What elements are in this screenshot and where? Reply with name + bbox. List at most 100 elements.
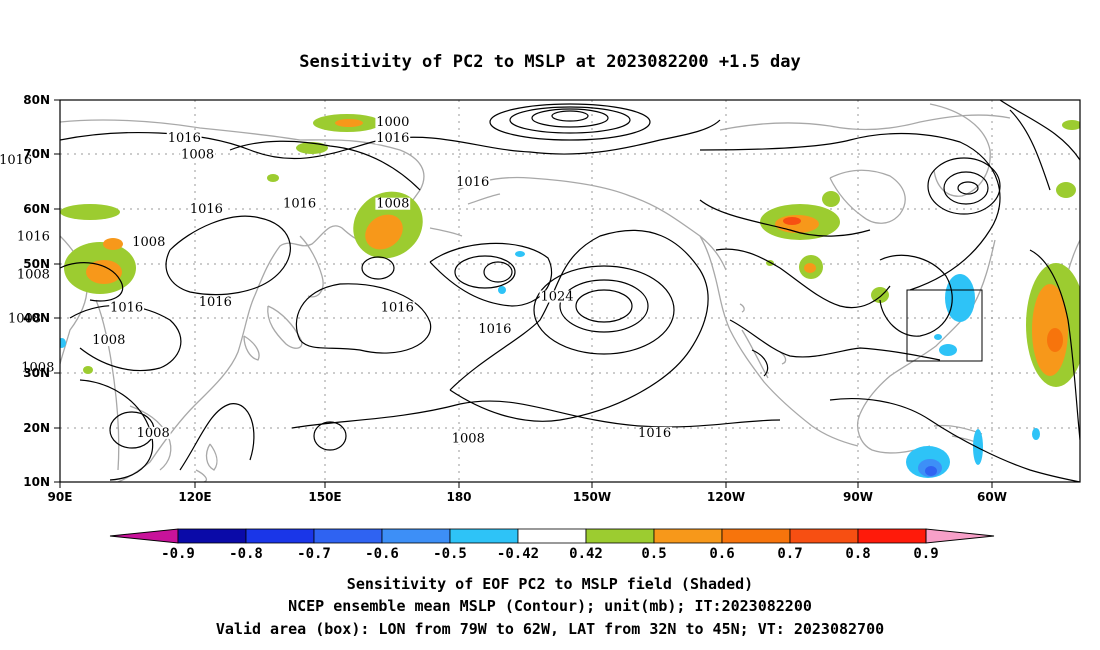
contour-label: 1016 — [17, 229, 50, 244]
contour-label-background — [91, 334, 127, 347]
colorbar-tick-label: -0.42 — [497, 546, 539, 562]
colorbar-swatch — [585, 528, 655, 544]
positive-sensitivity-region — [365, 214, 403, 250]
lat-tick-label: 70N — [23, 147, 50, 161]
contour-label: 1008 — [137, 426, 170, 441]
contour-labels: 1000 1016 1016 1008 1016 1016 1016 1008 1016 1016… — [0, 115, 672, 446]
positive-sensitivity-region — [1062, 120, 1080, 130]
contour-label: 1008 — [376, 197, 409, 212]
lat-tick-label: 50N — [23, 257, 50, 271]
negative-sensitivity-region — [939, 344, 957, 356]
positive-sensitivity-region — [83, 366, 93, 374]
lon-tick-label: 90E — [48, 490, 73, 504]
contour-label-background — [375, 115, 411, 128]
contour-label: 1016 — [190, 202, 223, 217]
contour-label-background — [109, 301, 144, 314]
lat-tick-label: 10N — [23, 475, 50, 489]
negative-sensitivity-region — [60, 338, 66, 348]
caption-line-3: Valid area (box): LON from 79W to 62W, L… — [216, 620, 884, 638]
negative-sensitivity-region — [925, 466, 937, 476]
negative-sensitivity-region — [934, 334, 942, 340]
colorbar-swatch — [857, 528, 927, 544]
positive-sensitivity-region — [804, 263, 816, 273]
longitude-labels: 90E 120E 150E 180 150W 120W 90W 60W — [48, 490, 1007, 504]
contour-label: 1016 — [283, 197, 316, 212]
contour-label-background — [375, 197, 411, 210]
lat-tick-label: 40N — [23, 311, 50, 325]
positive-sensitivity-region — [60, 204, 120, 220]
contour-label: 1000 — [376, 115, 409, 130]
negative-sensitivity-region — [498, 286, 506, 294]
colorbar-swatch — [449, 528, 519, 544]
lat-tick-label: 20N — [23, 421, 50, 435]
lon-tick-label: 90W — [843, 490, 873, 504]
colorbar-tick-label: -0.9 — [161, 546, 195, 562]
lon-tick-label: 60W — [977, 490, 1007, 504]
colorbar-tick-label: -0.5 — [433, 546, 467, 562]
latitude-labels: 80N 70N 60N 50N 40N 30N 20N 10N — [23, 93, 50, 489]
map-panel: 1000 1016 1016 1008 1016 1016 1016 1008 1016 1016… — [0, 99, 1081, 483]
colorbar-tick-label: 0.9 — [913, 546, 938, 562]
latitude-axis — [54, 99, 60, 483]
contour-label: 1008 — [92, 333, 125, 348]
colorbar-tick-label: 0.42 — [569, 546, 603, 562]
colorbar-swatch — [517, 528, 587, 544]
lon-tick-label: 120W — [707, 490, 745, 504]
contour-label-background — [379, 301, 415, 314]
contour-label: 1024 — [540, 290, 573, 305]
colorbar-swatch — [789, 528, 859, 544]
contour-label: 1016 — [110, 300, 143, 315]
colorbar-swatch — [177, 528, 247, 544]
lon-tick-label: 150E — [308, 490, 341, 504]
contour-label: 1008 — [181, 148, 214, 163]
contour-label-background — [7, 312, 42, 325]
contour-label-background — [637, 426, 672, 439]
positive-sensitivity-region — [267, 174, 279, 182]
contour-label-background — [477, 323, 513, 336]
contour-label: 1008 — [21, 360, 54, 375]
map-frame — [59, 99, 1081, 483]
colorbar-swatch — [381, 528, 451, 544]
colorbar-tick-label: -0.6 — [365, 546, 399, 562]
positive-sensitivity-region — [1047, 328, 1063, 352]
contour-label-background — [16, 268, 51, 281]
contour-label-background — [539, 290, 575, 303]
positive-sensitivity-region — [86, 260, 122, 284]
colorbar-swatch — [313, 528, 383, 544]
negative-sensitivity-region — [1032, 428, 1040, 440]
contour-label-background — [455, 175, 491, 188]
contour-label: 1016 — [478, 322, 511, 337]
negative-sensitivity-region — [945, 274, 975, 322]
contour-label: 1016 — [168, 131, 201, 146]
contour-label-background — [282, 197, 317, 210]
contour-label-background — [166, 132, 202, 145]
contour-label-background — [131, 235, 167, 248]
colorbar-tick-label: 0.6 — [709, 546, 734, 562]
negative-sensitivity-region — [515, 251, 525, 257]
colorbar-extend-high — [925, 528, 995, 544]
contour-label-background — [16, 230, 51, 243]
contour-label: 1016 — [638, 426, 671, 441]
caption-line-1: Sensitivity of EOF PC2 to MSLP field (Sh… — [347, 575, 753, 593]
colorbar-tick-label: -0.7 — [297, 546, 331, 562]
positive-sensitivity-region — [783, 217, 801, 225]
positive-sensitivity-region — [335, 119, 363, 127]
colorbar-swatch — [245, 528, 315, 544]
lon-tick-label: 180 — [446, 490, 471, 504]
contour-label: 1008 — [452, 431, 485, 446]
positive-sensitivity-region — [1032, 284, 1068, 376]
colorbar-extend-low — [109, 528, 179, 544]
colorbar-tick-label: 0.5 — [641, 546, 666, 562]
contour-label-background — [375, 132, 411, 145]
colorbar-tick-label: 0.7 — [777, 546, 802, 562]
valid-area-box — [906, 289, 983, 362]
contour-label: 1008 — [132, 235, 165, 250]
contour-label: 1016 — [381, 300, 414, 315]
lat-tick-label: 30N — [23, 366, 50, 380]
colorbar-tick-label: 0.8 — [845, 546, 870, 562]
contour-label: 1008 — [8, 311, 41, 326]
figure-title: Sensitivity of PC2 to MSLP at 2023082200… — [299, 52, 801, 72]
contour-label-background — [450, 432, 486, 445]
sensitivity-shading — [60, 114, 1080, 478]
contour-label-background — [197, 295, 233, 308]
